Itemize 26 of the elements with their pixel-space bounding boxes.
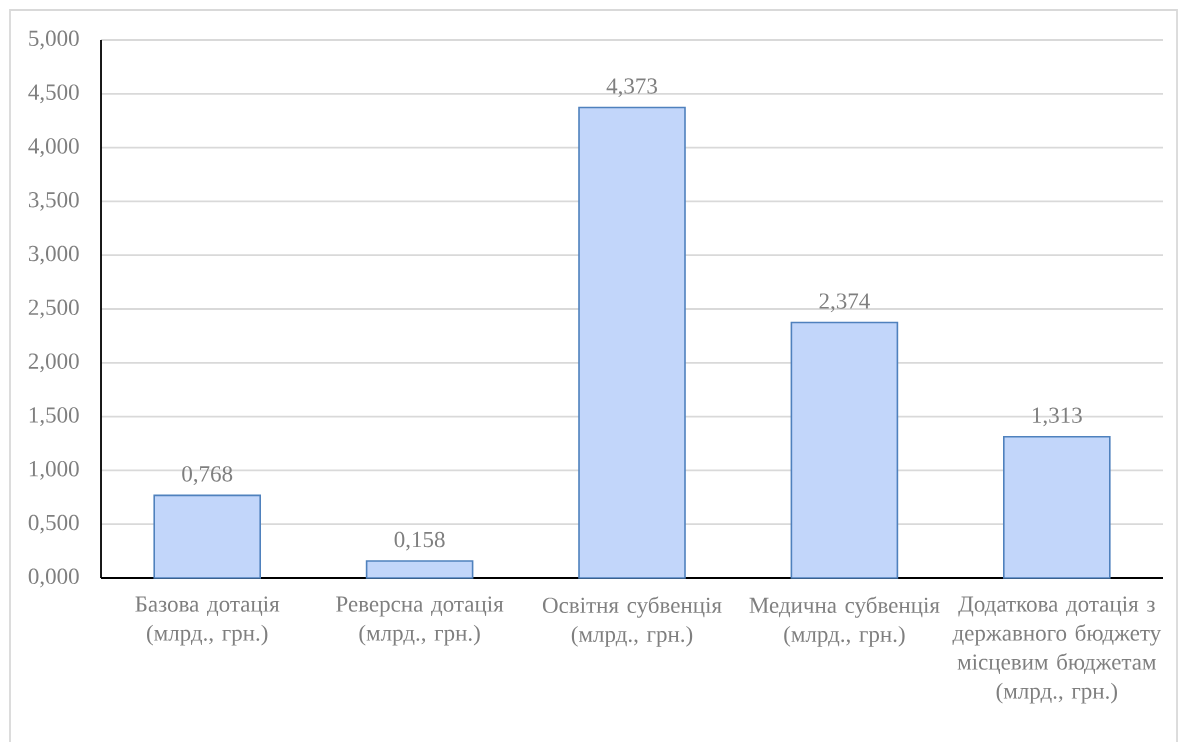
y-tick-label: 4,500 [28, 84, 79, 104]
bar [790, 321, 899, 579]
bar [153, 494, 261, 579]
data-label: 4,373 [606, 78, 657, 98]
y-tick-label: 3,000 [28, 245, 79, 265]
y-tick-label: 0,500 [28, 514, 79, 534]
y-tick-label: 1,000 [29, 460, 79, 480]
y-tick-label: 0,000 [28, 568, 79, 588]
data-label: 0,768 [182, 466, 233, 485]
x-tick-label: Освітня субвенція (млрд., грн.) [542, 596, 722, 647]
y-tick-label: 3,500 [28, 191, 79, 211]
data-label: 2,374 [819, 293, 870, 313]
data-label: 0,158 [394, 531, 445, 551]
y-tick-label: 2,000 [28, 353, 79, 373]
bar [365, 560, 474, 579]
x-tick-label: Базова дотація (млрд., грн.) [135, 596, 280, 646]
y-tick-label: 5,000 [29, 30, 79, 50]
bar [1003, 435, 1111, 579]
x-tick-label: Реверсна дотація (млрд., грн.) [336, 596, 504, 646]
x-tick-label: Додаткова дотація з державного бюджету місцевим бюджетам (млрд., грн.) [952, 596, 1162, 704]
data-label: 1,313 [1032, 407, 1082, 427]
y-tick-label: 4,000 [28, 138, 79, 158]
y-tick-label: 2,500 [28, 299, 79, 319]
x-tick-label: Медична субвенція (млрд., грн.) [749, 596, 940, 647]
bar [578, 106, 686, 579]
y-tick-label: 1,500 [29, 407, 79, 427]
